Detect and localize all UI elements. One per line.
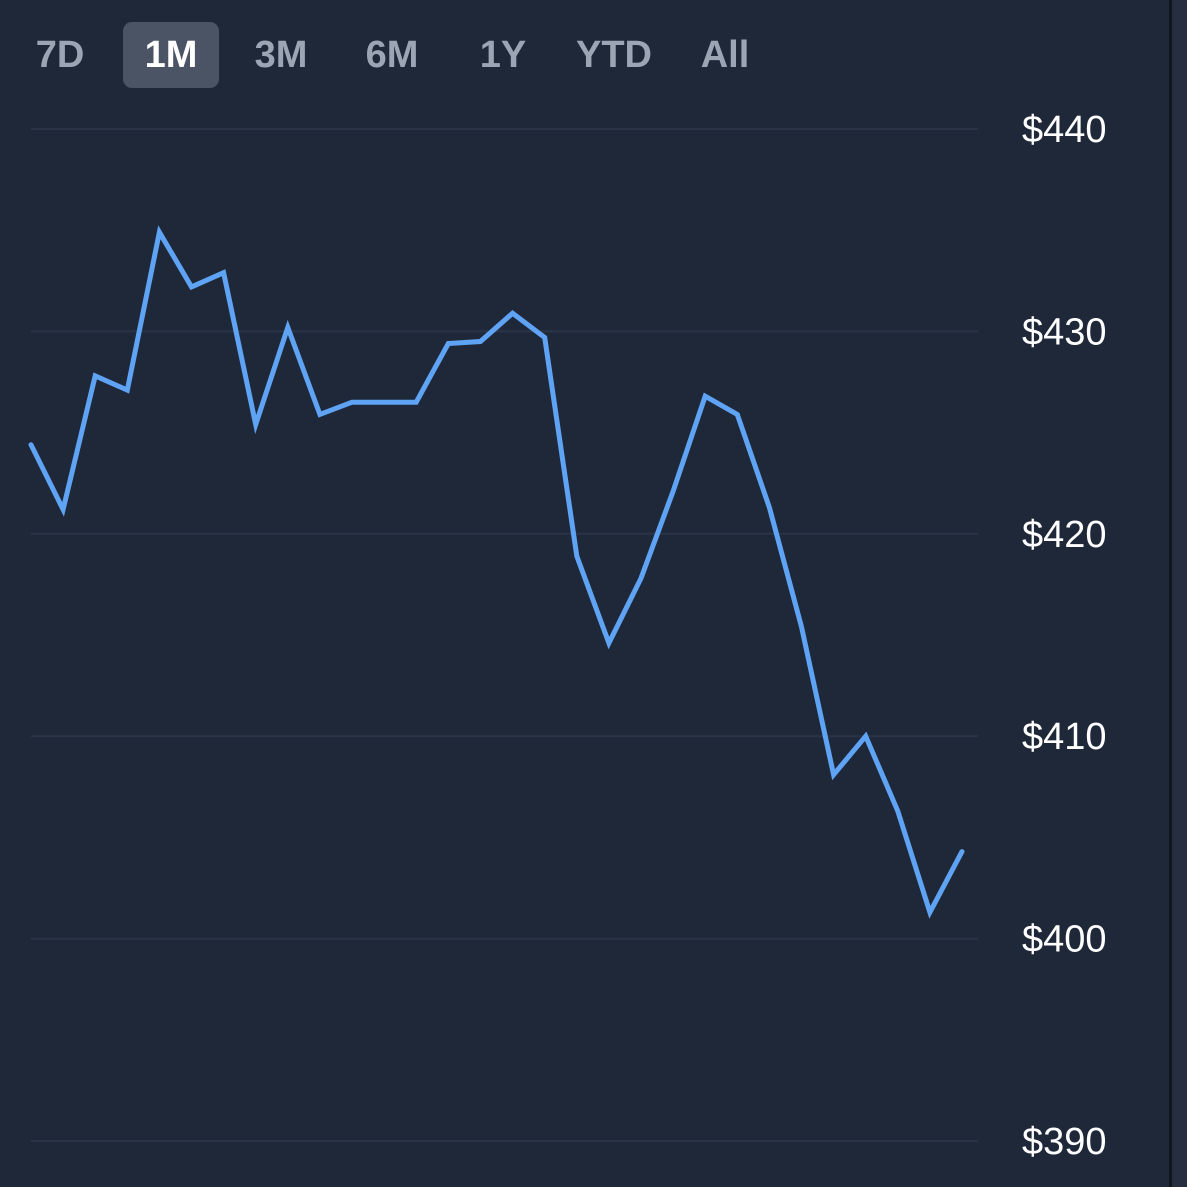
y-tick-label: $420 bbox=[1022, 514, 1107, 556]
y-tick-label: $430 bbox=[1022, 311, 1107, 353]
y-tick-label: $410 bbox=[1022, 716, 1107, 758]
y-tick-label: $400 bbox=[1022, 919, 1107, 961]
scrollbar-track[interactable] bbox=[1169, 0, 1187, 1187]
range-tab-ytd[interactable]: YTD bbox=[576, 34, 652, 76]
range-tab-6m[interactable]: 6M bbox=[365, 34, 419, 76]
y-axis: $440 $430 $420 $410 $400 $390 bbox=[1022, 109, 1107, 1163]
y-tick-label: $390 bbox=[1022, 1121, 1107, 1163]
range-tab-3m[interactable]: 3M bbox=[254, 34, 308, 76]
range-tab-1y[interactable]: 1Y bbox=[479, 34, 527, 76]
range-tab-1m[interactable]: 1M bbox=[123, 22, 219, 88]
series-layer bbox=[28, 225, 965, 919]
price-line bbox=[28, 225, 965, 919]
gridlines bbox=[31, 128, 978, 1142]
time-range-selector: 7D 1M 3M 6M 1Y YTD All bbox=[0, 22, 800, 88]
y-tick-label: $440 bbox=[1022, 109, 1107, 151]
range-tab-all[interactable]: All bbox=[700, 34, 750, 76]
range-tab-7d[interactable]: 7D bbox=[35, 34, 85, 76]
